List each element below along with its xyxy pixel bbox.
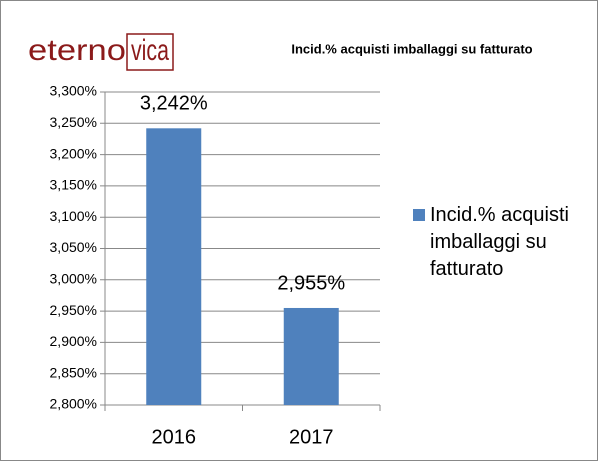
x-tick-label: 2017 [289, 426, 334, 448]
logo-right: vica [131, 34, 169, 67]
y-tick-label: 2,850% [50, 364, 97, 380]
y-tick-label: 3,250% [50, 114, 97, 130]
y-tick-label: 2,900% [50, 333, 97, 349]
chart-title: Incid.% acquisti imballaggi su fatturato [291, 41, 532, 56]
y-tick-label: 3,300% [50, 83, 97, 99]
legend-label: Incid.% acquisti imballaggi su fatturato [430, 204, 569, 280]
value-label: 3,242% [140, 93, 208, 115]
y-tick-label: 3,150% [50, 177, 97, 193]
bar [146, 128, 202, 406]
bar [283, 307, 339, 405]
y-tick-label: 3,000% [50, 271, 97, 287]
legend: Incid.% acquisti imballaggi su fatturato [413, 202, 590, 283]
x-tick-label: 2016 [152, 426, 197, 448]
y-tick-label: 3,100% [50, 208, 97, 224]
value-label: 2,955% [277, 272, 345, 294]
y-tick-label: 2,800% [50, 396, 97, 412]
y-tick-label: 2,950% [50, 302, 97, 318]
logo-left: eterno [28, 34, 126, 67]
logo-box [126, 33, 174, 71]
legend-swatch [413, 209, 425, 221]
y-tick-label: 3,050% [50, 239, 97, 255]
y-tick-label: 3,200% [50, 145, 97, 161]
